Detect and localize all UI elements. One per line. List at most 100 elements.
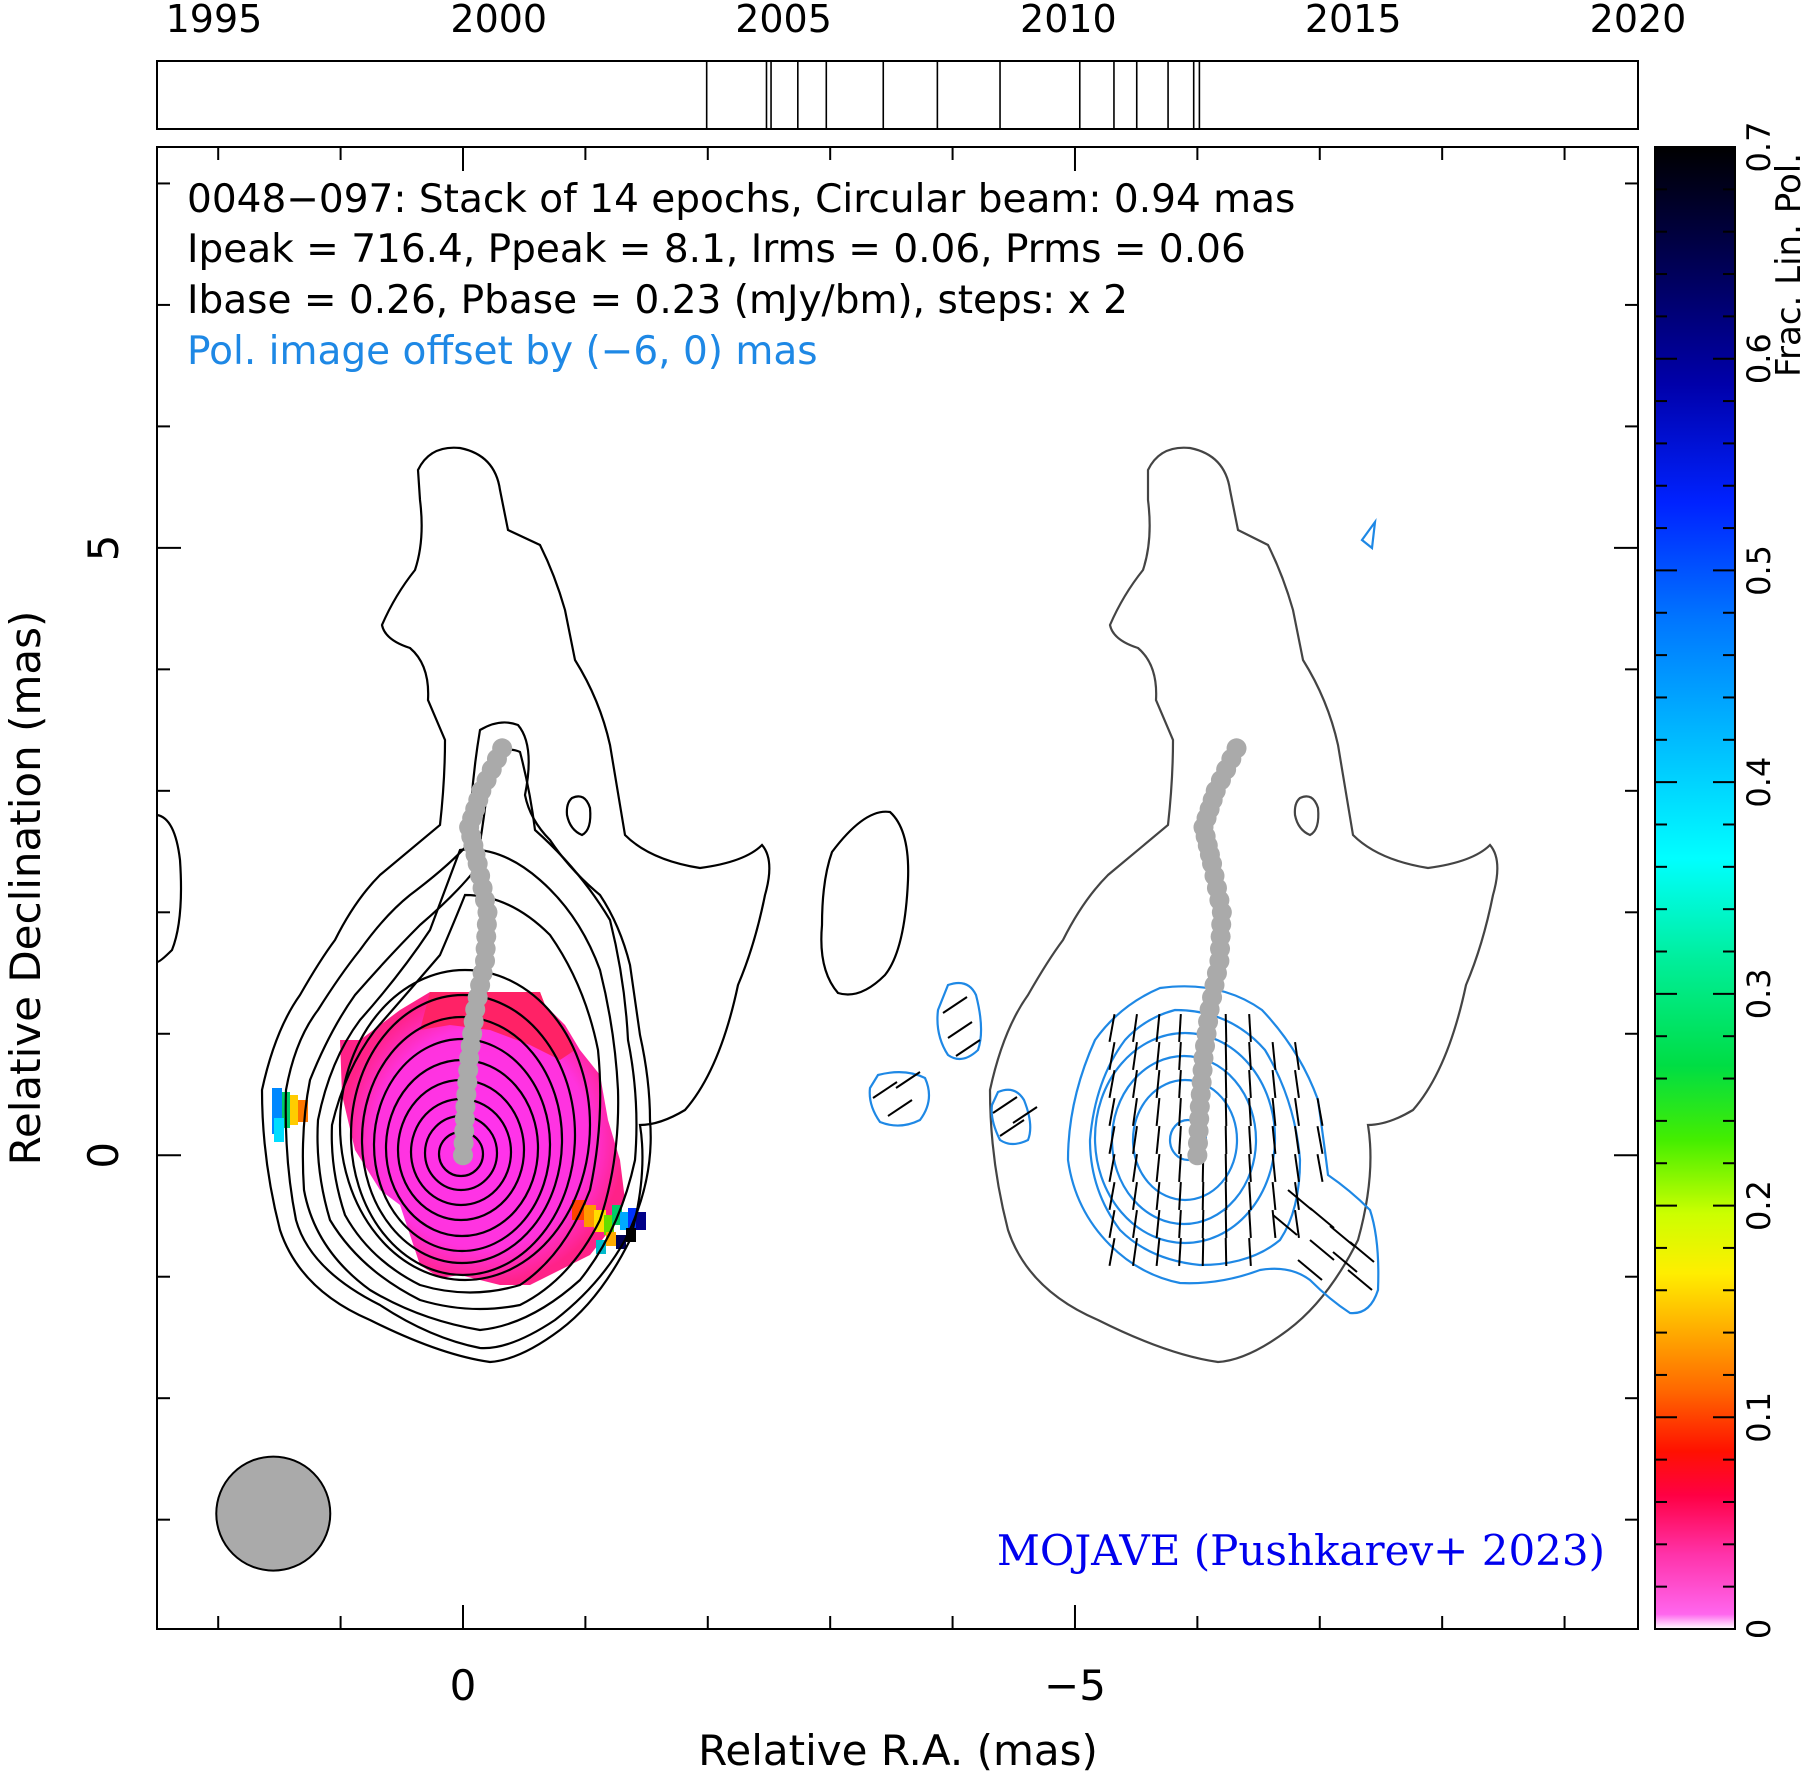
colorbar-tick-label: 0.3 — [1740, 968, 1778, 1019]
contour-island-1 — [565, 795, 592, 837]
colorbar-tick-label: 0.4 — [1740, 757, 1778, 808]
evpa-vector — [1248, 1097, 1252, 1127]
plot-frame-ticks — [157, 147, 1638, 1629]
evpa-vector — [1132, 1069, 1138, 1099]
evpa-vector — [1271, 1181, 1277, 1211]
polarized-intensity-contours — [868, 517, 1380, 1315]
timeline-epoch-marks — [705, 61, 1201, 129]
evpa-vector — [1132, 1237, 1138, 1267]
evpa-vector — [1108, 1042, 1116, 1070]
evpa-vector — [872, 1081, 898, 1099]
evpa-vector — [1155, 1013, 1161, 1043]
contour-level-7 — [349, 993, 577, 1277]
timeline-frame — [156, 60, 1639, 130]
evpa-vector — [1108, 1154, 1116, 1182]
evpa-vector — [1316, 1098, 1324, 1126]
x-tick-label: 0 — [450, 1661, 477, 1710]
credit-label: MOJAVE (Pushkarev+ 2023) — [997, 1526, 1605, 1575]
colorbar-tick-label: 0.2 — [1740, 1180, 1778, 1231]
evpa-vector — [1309, 1239, 1335, 1261]
evpa-vector — [955, 1039, 981, 1057]
evpa-vector — [1132, 1097, 1138, 1127]
contour-level-9 — [372, 1037, 552, 1253]
evpa-vector — [1294, 1209, 1300, 1239]
header-line-3: Ibase = 0.26, Pbase = 0.23 (mJy/bm), ste… — [187, 278, 1128, 323]
contour-level-5 — [330, 893, 602, 1294]
evpa-vector — [1224, 1097, 1228, 1127]
evpa-vector — [1108, 1014, 1116, 1042]
evpa-vector — [1224, 1209, 1228, 1239]
evpa-vector — [1248, 1013, 1252, 1043]
evpa-vector — [1332, 1251, 1358, 1273]
evpa-vector — [1155, 1181, 1161, 1211]
offset-note: Pol. image offset by (−6, 0) mas — [187, 329, 818, 374]
evpa-vector — [1224, 1237, 1228, 1267]
evpa-vector — [1349, 1241, 1375, 1263]
evpa-vector — [1155, 1069, 1161, 1099]
contour-level-6 — [338, 968, 592, 1282]
evpa-vector — [1224, 1041, 1228, 1071]
pol-contour-level-5 — [1131, 1078, 1239, 1202]
evpa-vector — [1248, 1125, 1252, 1155]
evpa-vector — [1178, 1237, 1182, 1267]
evpa-vector — [1271, 1125, 1277, 1155]
evpa-vector — [1294, 1069, 1300, 1099]
pol-image-intensity-island — [1293, 795, 1320, 837]
contour-level-4 — [316, 848, 620, 1311]
plot-content: 0048−097: Stack of 14 epochs, Circular b… — [157, 177, 1605, 1575]
evpa-vector — [1224, 1125, 1228, 1155]
evpa-vector — [992, 1096, 1018, 1114]
pol-island-1 — [936, 981, 983, 1061]
x-tick-labels: 0 −5 — [450, 1661, 1106, 1710]
evpa-vector — [1271, 1209, 1277, 1239]
contour-island-2 — [820, 810, 910, 996]
pol-island-3 — [990, 1088, 1032, 1146]
evpa-vector — [1248, 1041, 1252, 1071]
header-line-2: Ipeak = 716.4, Ppeak = 8.1, Irms = 0.06,… — [187, 227, 1246, 272]
evpa-vector — [895, 1071, 921, 1089]
frac-pol-core-region — [340, 992, 625, 1285]
evpa-vector — [1178, 1097, 1182, 1127]
ridge-line-right — [1187, 738, 1247, 1166]
evpa-vector — [1155, 1125, 1161, 1155]
evpa-vector — [1272, 1214, 1298, 1236]
colorbar-tick-label: 0.1 — [1740, 1392, 1778, 1443]
evpa-vector — [1248, 1069, 1252, 1099]
contour-level-8 — [360, 1015, 564, 1265]
evpa-vector — [1248, 1153, 1252, 1183]
timeline-tick-labels: 1995 2000 2005 2010 2015 2020 — [166, 0, 1687, 41]
evpa-vector — [1201, 1209, 1205, 1239]
evpa-vector — [999, 1119, 1025, 1137]
evpa-vector — [1297, 1259, 1323, 1281]
evpa-vector — [1178, 1209, 1182, 1239]
plot-frame — [156, 146, 1639, 1630]
evpa-vector — [1248, 1237, 1252, 1267]
evpa-vector — [1178, 1013, 1182, 1043]
evpa-vector — [1271, 1069, 1277, 1099]
colorbar-tick-label: 0.5 — [1740, 545, 1778, 596]
evpa-vector — [1178, 1153, 1182, 1183]
pol-island-4 — [1360, 517, 1377, 551]
evpa-vector — [1271, 1041, 1277, 1071]
evpa-vector — [1294, 1181, 1300, 1211]
pol-image-intensity-outline — [988, 446, 1499, 1364]
colorbar-tick-label: 0.7 — [1740, 122, 1778, 173]
evpa-vector — [1178, 1041, 1182, 1071]
evpa-vector — [1294, 1125, 1300, 1155]
header-line-1: 0048−097: Stack of 14 epochs, Circular b… — [187, 177, 1295, 222]
contour-edge-left — [157, 813, 183, 964]
timeline: 1995 2000 2005 2010 2015 2020 — [156, 0, 1687, 130]
evpa-vector — [1316, 1126, 1324, 1154]
colorbar-gradient — [1654, 146, 1736, 1630]
colorbar-label: Frac. Lin. Pol. — [1769, 153, 1809, 377]
evpa-vector — [1155, 1209, 1161, 1239]
evpa-vector — [1108, 1070, 1116, 1098]
evpa-vector — [1224, 1153, 1228, 1183]
timeline-tick-label: 2020 — [1590, 0, 1687, 41]
evpa-vector — [1294, 1153, 1300, 1183]
evpa-vector — [1309, 1207, 1335, 1229]
pol-contour-level-2 — [1088, 1008, 1302, 1267]
evpa-vector — [1201, 1181, 1205, 1211]
evpa-vector — [1108, 1238, 1116, 1266]
y-tick-label: 5 — [79, 535, 128, 562]
